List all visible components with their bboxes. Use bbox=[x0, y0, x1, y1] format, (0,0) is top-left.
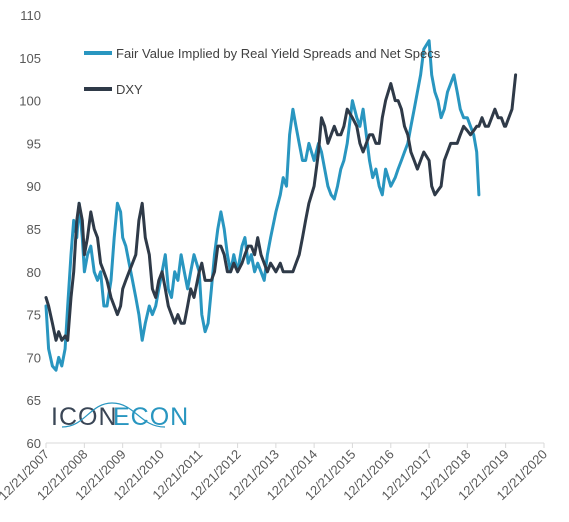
y-tick-label: 60 bbox=[27, 436, 41, 451]
y-axis: 60 65 70 75 80 85 90 95 100 105 110 bbox=[19, 8, 41, 451]
y-tick-label: 95 bbox=[27, 136, 41, 151]
y-tick-label: 70 bbox=[27, 350, 41, 365]
iconecon-logo: ICON ECON bbox=[51, 402, 189, 431]
plot-area bbox=[44, 39, 518, 372]
y-tick-label: 85 bbox=[27, 222, 41, 237]
series-dxy-line bbox=[44, 73, 518, 342]
y-tick-label: 110 bbox=[20, 8, 41, 23]
legend-label-fair-value: Fair Value Implied by Real Yield Spreads… bbox=[116, 46, 441, 61]
x-axis: 12/21/200712/21/200812/21/200912/21/2010… bbox=[0, 442, 550, 503]
logo-wave-icon bbox=[61, 402, 166, 428]
logo-text-icon: ICON bbox=[51, 403, 118, 431]
y-tick-label: 65 bbox=[27, 393, 41, 408]
legend: Fair Value Implied by Real Yield Spreads… bbox=[84, 46, 441, 97]
y-tick-label: 75 bbox=[27, 308, 41, 323]
y-tick-label: 90 bbox=[27, 179, 41, 194]
y-tick-label: 105 bbox=[19, 51, 41, 66]
legend-label-dxy: DXY bbox=[116, 82, 143, 97]
logo-text-econ: ECON bbox=[113, 403, 189, 431]
y-tick-label: 80 bbox=[27, 265, 41, 280]
y-tick-label: 100 bbox=[19, 94, 41, 109]
